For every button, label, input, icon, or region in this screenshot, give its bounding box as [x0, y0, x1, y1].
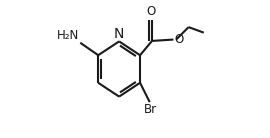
Text: O: O	[146, 5, 155, 18]
Text: O: O	[174, 33, 184, 46]
Text: Br: Br	[144, 103, 157, 116]
Text: H₂N: H₂N	[57, 29, 80, 42]
Text: N: N	[114, 27, 124, 41]
